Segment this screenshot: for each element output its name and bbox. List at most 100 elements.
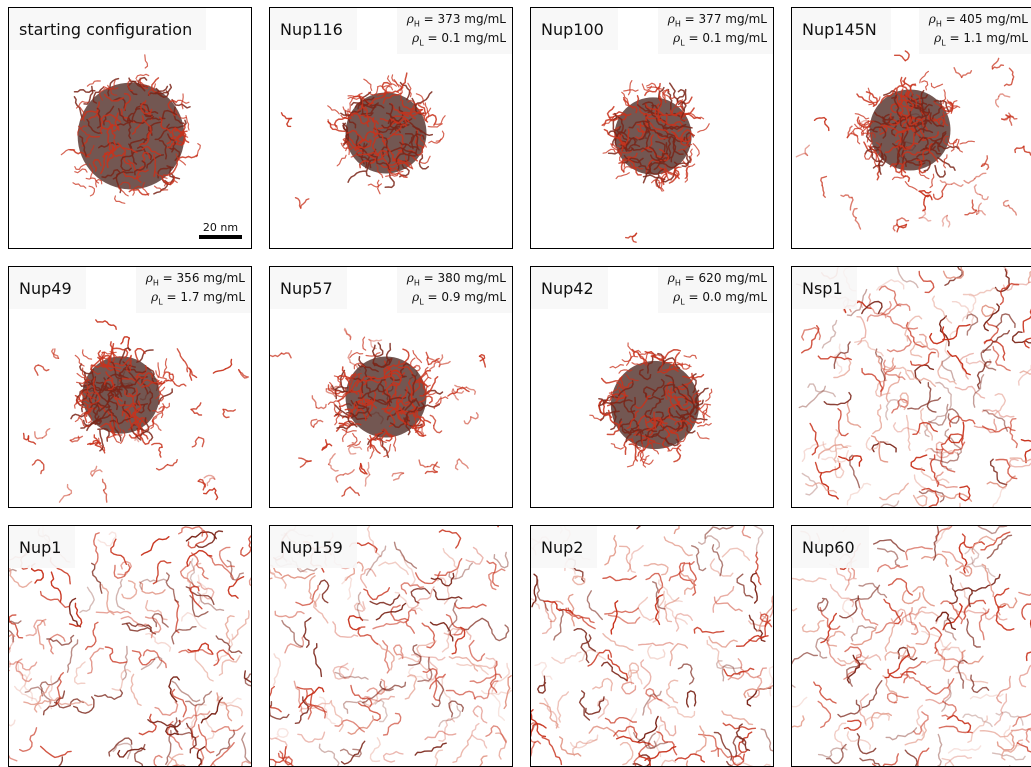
dilute-phase-density: ρL = 1.1 mg/mL xyxy=(929,31,1028,50)
simulation-panel: Nup49 ρH = 356 mg/mL ρL = 1.7 mg/mL xyxy=(8,266,252,508)
density-equals: = xyxy=(419,271,438,285)
panel-label: Nup49 xyxy=(19,278,72,298)
density-annotation: ρH = 373 mg/mL ρL = 0.1 mg/mL xyxy=(396,8,512,54)
density-value: 0.1 mg/mL xyxy=(702,31,767,46)
density-value: 620 mg/mL xyxy=(698,271,767,285)
simulation-snapshot xyxy=(270,526,512,766)
panel-label-box: Nup1 xyxy=(9,526,76,568)
dense-phase-density: ρH = 377 mg/mL xyxy=(668,12,767,31)
panel-label-box: Nup116 xyxy=(270,8,357,50)
density-equals: = xyxy=(419,12,438,26)
simulation-panel: Nsp1 xyxy=(791,266,1031,508)
panel-label: Nup60 xyxy=(802,537,855,557)
dense-phase-density: ρH = 405 mg/mL xyxy=(929,12,1028,31)
density-equals: = xyxy=(680,12,699,26)
simulation-snapshot xyxy=(589,342,713,468)
density-symbol: ρ xyxy=(673,290,681,305)
simulation-snapshot xyxy=(60,54,201,204)
panel-label: Nup100 xyxy=(541,19,604,39)
panel-label-box: Nup60 xyxy=(792,526,869,568)
scale-bar-label: 20 nm xyxy=(202,221,239,234)
panel-label-box: Nup159 xyxy=(270,526,357,568)
simulation-snapshot xyxy=(795,267,1031,507)
density-subscript: H xyxy=(152,278,159,288)
density-equals: = xyxy=(684,31,703,46)
simulation-panel: Nup145N ρH = 405 mg/mL ρL = 1.1 mg/mL xyxy=(791,7,1031,249)
density-symbol: ρ xyxy=(412,290,420,305)
simulation-snapshot xyxy=(22,319,250,503)
density-subscript: H xyxy=(413,278,420,288)
simulation-panel: Nup42 ρH = 620 mg/mL ρL = 0.0 mg/mL xyxy=(530,266,774,508)
panel-label: Nsp1 xyxy=(802,278,843,298)
simulation-panel: Nup159 xyxy=(269,525,513,767)
simulation-panel: starting configuration 20 nm xyxy=(8,7,252,249)
density-symbol: ρ xyxy=(412,31,420,46)
density-value: 377 mg/mL xyxy=(698,12,767,26)
dilute-phase-density: ρL = 0.1 mg/mL xyxy=(668,31,767,50)
dense-phase-density: ρH = 380 mg/mL xyxy=(407,271,506,290)
panel-label: Nup1 xyxy=(19,537,62,557)
density-annotation: ρH = 620 mg/mL ρL = 0.0 mg/mL xyxy=(657,267,773,313)
density-subscript: H xyxy=(935,19,942,29)
panel-label: Nup57 xyxy=(280,278,333,298)
density-equals: = xyxy=(162,290,181,305)
density-subscript: L xyxy=(680,297,685,307)
dilute-phase-density: ρL = 0.9 mg/mL xyxy=(407,290,506,309)
density-subscript: H xyxy=(413,19,420,29)
panel-label-box: Nup145N xyxy=(792,8,891,50)
panel-label-box: Nsp1 xyxy=(792,267,857,309)
density-symbol: ρ xyxy=(151,290,159,305)
density-annotation: ρH = 356 mg/mL ρL = 1.7 mg/mL xyxy=(135,267,251,313)
dense-phase-density: ρH = 620 mg/mL xyxy=(668,271,767,290)
density-symbol: ρ xyxy=(145,271,153,285)
density-subscript: H xyxy=(674,278,681,288)
density-subscript: H xyxy=(674,19,681,29)
panel-label-box: Nup42 xyxy=(531,267,608,309)
density-subscript: L xyxy=(158,297,163,307)
panel-label: Nup145N xyxy=(802,19,877,39)
panel-label: Nup159 xyxy=(280,537,343,557)
density-subscript: L xyxy=(419,297,424,307)
simulation-snapshot xyxy=(9,526,251,766)
density-symbol: ρ xyxy=(928,12,936,26)
density-value: 405 mg/mL xyxy=(959,12,1028,26)
panel-label-box: Nup2 xyxy=(531,526,598,568)
density-equals: = xyxy=(423,290,442,305)
density-value: 356 mg/mL xyxy=(176,271,245,285)
density-symbol: ρ xyxy=(667,12,675,26)
dense-phase-density: ρH = 356 mg/mL xyxy=(146,271,245,290)
simulation-panel: Nup60 xyxy=(791,525,1031,767)
density-subscript: L xyxy=(941,38,946,48)
density-annotation: ρH = 377 mg/mL ρL = 0.1 mg/mL xyxy=(657,8,773,54)
density-equals: = xyxy=(158,271,177,285)
density-value: 380 mg/mL xyxy=(437,271,506,285)
simulation-panel: Nup57 ρH = 380 mg/mL ρL = 0.9 mg/mL xyxy=(269,266,513,508)
panel-label: Nup42 xyxy=(541,278,594,298)
density-equals: = xyxy=(941,12,960,26)
density-subscript: L xyxy=(419,38,424,48)
panel-label-box: Nup57 xyxy=(270,267,347,309)
simulation-panel: Nup116 ρH = 373 mg/mL ρL = 0.1 mg/mL xyxy=(269,7,513,249)
simulation-panel: Nup100 ρH = 377 mg/mL ρL = 0.1 mg/mL xyxy=(530,7,774,249)
panel-label-box: starting configuration xyxy=(9,8,207,50)
dense-phase-density: ρH = 373 mg/mL xyxy=(407,12,506,31)
density-value: 0.9 mg/mL xyxy=(441,290,506,305)
scale-bar: 20 nm xyxy=(199,221,242,239)
density-annotation: ρH = 405 mg/mL ρL = 1.1 mg/mL xyxy=(918,8,1031,54)
density-equals: = xyxy=(684,290,703,305)
panel-label: starting configuration xyxy=(19,19,193,39)
density-value: 1.1 mg/mL xyxy=(963,31,1028,46)
dilute-phase-density: ρL = 0.0 mg/mL xyxy=(668,290,767,309)
density-equals: = xyxy=(680,271,699,285)
density-value: 1.7 mg/mL xyxy=(180,290,245,305)
density-equals: = xyxy=(423,31,442,46)
scale-bar-line xyxy=(199,235,242,239)
density-subscript: L xyxy=(680,38,685,48)
simulation-snapshot xyxy=(270,327,486,497)
density-value: 0.1 mg/mL xyxy=(441,31,506,46)
simulation-snapshot xyxy=(795,50,1031,233)
simulation-panel: Nup1 xyxy=(8,525,252,767)
density-value: 0.0 mg/mL xyxy=(702,290,767,305)
dilute-phase-density: ρL = 1.7 mg/mL xyxy=(146,290,245,309)
